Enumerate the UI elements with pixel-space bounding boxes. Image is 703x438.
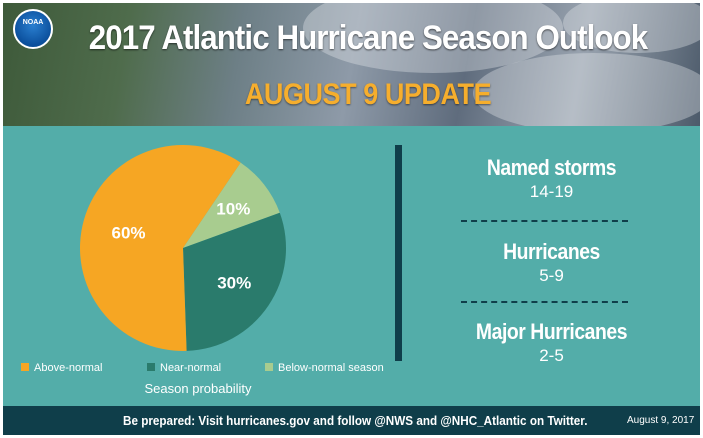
stat-label: Hurricanes (503, 239, 600, 264)
stat-value: 14-19 (529, 182, 574, 201)
footer-message: Be prepared: Visit hurricanes.gov and fo… (123, 413, 588, 428)
page-subtitle: AUGUST 9 UPDATE (244, 78, 492, 111)
stat-label: Named storms (486, 155, 617, 180)
pie-slice-near-normal (183, 212, 286, 351)
legend-swatch (265, 363, 273, 371)
probability-pie-chart: 10% 30% 60% Above-normal Near-normal Below-n… (21, 145, 384, 396)
stat-major-hurricanes: Major Hurricanes 2-5 (403, 319, 700, 366)
stat-hurricanes: Hurricanes 5-9 (403, 239, 700, 286)
cloud-shape (473, 53, 700, 126)
footer-bar: Be prepared: Visit hurricanes.gov and fo… (3, 406, 700, 435)
infographic: NOAA 2017 Atlantic Hurricane Season Outl… (3, 3, 700, 435)
pie-slice-above-normal (80, 145, 241, 351)
stat-named-storms: Named storms 14-19 (403, 155, 700, 202)
noaa-logo: NOAA (13, 9, 53, 49)
stat-value: 2-5 (539, 346, 564, 365)
dashed-separator (461, 220, 628, 222)
chart-legend: Above-normal Near-normal Below-normal seas… (21, 362, 384, 374)
satellite-header: NOAA 2017 Atlantic Hurricane Season Outl… (3, 3, 700, 126)
legend-label: Below-normal season (278, 362, 384, 374)
pie-slices (80, 145, 286, 351)
dashed-separator (461, 301, 628, 303)
stat-label: Major Hurricanes (475, 319, 628, 344)
cloud-shape (563, 3, 700, 53)
chart-caption: Season probability (145, 381, 252, 396)
slice-value-label: 60% (112, 223, 146, 242)
logo-text: NOAA (22, 19, 44, 26)
cloud-shape (303, 3, 563, 73)
slice-value-label: 30% (217, 274, 251, 293)
pie-slice-below-normal-season (183, 162, 280, 248)
slice-value-label: 10% (216, 200, 250, 219)
page-title: 2017 Atlantic Hurricane Season Outlook (88, 19, 648, 57)
pie-labels: 10% 30% 60% (112, 200, 252, 293)
legend-label: Near-normal (160, 362, 221, 374)
legend-label: Above-normal (34, 362, 102, 374)
stat-value: 5-9 (539, 266, 564, 285)
vertical-divider (395, 145, 402, 361)
footer-date: August 9, 2017 (627, 415, 695, 426)
legend-swatch (147, 363, 155, 371)
legend-swatch (21, 363, 29, 371)
